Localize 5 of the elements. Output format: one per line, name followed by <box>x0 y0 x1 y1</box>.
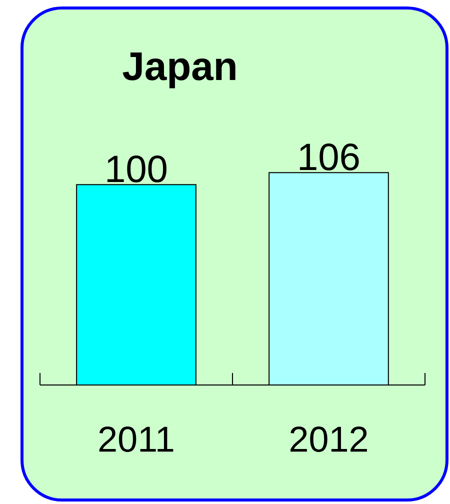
x-tick-label: 2011 <box>99 426 174 452</box>
x-tick-label: 2012 <box>290 426 367 452</box>
data-label: 100 <box>107 156 166 182</box>
data-label: 106 <box>300 143 359 170</box>
chart-title: Japan <box>122 52 236 88</box>
